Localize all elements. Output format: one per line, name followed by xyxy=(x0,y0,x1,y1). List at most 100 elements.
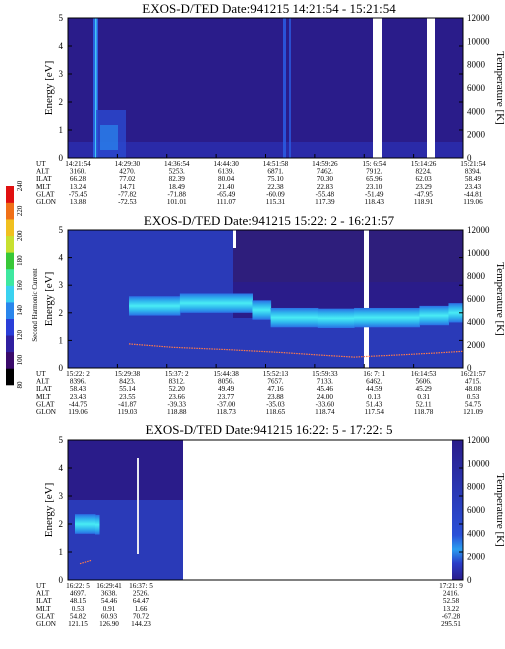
table-cell: 22.83 xyxy=(317,183,334,191)
table-cell: 2526. xyxy=(133,590,149,598)
table-cell: 47.16 xyxy=(267,385,284,393)
table-cell: 15:22: 2 xyxy=(66,370,90,378)
table-cell: 118.65 xyxy=(266,408,286,416)
y2tick-label: 8000 xyxy=(467,60,486,70)
panel-1-gap-1 xyxy=(373,18,382,158)
table-cell: 23.43 xyxy=(465,183,482,191)
table-cell: 54.82 xyxy=(70,612,87,620)
panel-3-y2label: Temperature [K] xyxy=(494,473,505,546)
table-cell: 16:29:41 xyxy=(96,582,122,590)
table-cell: 117.54 xyxy=(365,408,385,416)
ytick-label: 0 xyxy=(59,363,64,373)
table-cell: 58.49 xyxy=(465,175,482,183)
table-cell: 48.15 xyxy=(70,597,87,605)
panel-1-title: EXOS-D/TED Date:941215 14:21:54 - 15:21:… xyxy=(142,1,396,16)
y2tick-label: 8000 xyxy=(467,271,486,281)
colorbar-tick-label: 80 xyxy=(16,381,24,389)
panel-2: EXOS-D/TED Date:941215 15:22: 2 - 16:21:… xyxy=(36,213,505,416)
panel-1-yticks: 0 1 2 3 4 5 xyxy=(59,13,464,163)
panel-1-y2ticks: 0 2000 4000 6000 8000 10000 12000 xyxy=(467,13,490,163)
panel-2-gap-top xyxy=(233,230,236,248)
table-cell: 14:29:30 xyxy=(115,160,141,168)
table-cell: 15:59:33 xyxy=(312,370,338,378)
table-cell: 14:36:54 xyxy=(164,160,190,168)
ytick-label: 0 xyxy=(59,575,64,585)
table-cell: 4697. xyxy=(70,590,86,598)
panel-1-y2label: Temperature [K] xyxy=(494,51,505,124)
table-row-label: MLT xyxy=(36,605,51,613)
panel-2-gap xyxy=(364,230,369,368)
table-cell: 3638. xyxy=(101,590,117,598)
colorbar-block xyxy=(6,219,14,237)
table-cell: 13.24 xyxy=(70,183,87,191)
band-segment xyxy=(270,307,319,328)
table-cell: 23.88 xyxy=(267,393,284,401)
table-cell: 7912. xyxy=(366,168,382,176)
table-cell: -75.45 xyxy=(69,190,88,198)
table-cell: 60.93 xyxy=(101,612,118,620)
table-cell: 119.06 xyxy=(68,408,88,416)
colorbar-tick-label: 100 xyxy=(16,354,24,365)
y2tick-label: 2000 xyxy=(467,130,486,140)
table-cell: 52.20 xyxy=(169,385,186,393)
y2tick-label: 4000 xyxy=(467,528,486,538)
table-cell: 48.08 xyxy=(465,385,482,393)
band-segment xyxy=(448,303,464,323)
table-cell: 14:59:26 xyxy=(312,160,338,168)
table-row-label: GLON xyxy=(36,198,57,206)
table-row-label: GLON xyxy=(36,620,57,628)
table-cell: 52.11 xyxy=(416,400,432,408)
table-cell: 117.39 xyxy=(315,198,335,206)
panel-1-spike-c xyxy=(289,18,291,158)
table-cell: 7657. xyxy=(267,378,283,386)
table-row-label: MLT xyxy=(36,393,51,401)
table-cell: 58.43 xyxy=(70,385,87,393)
panel-3-temperature-trace xyxy=(79,559,93,565)
table-cell: 118.88 xyxy=(167,408,187,416)
panel-3-ylabel: Energy [eV] xyxy=(43,483,55,537)
ytick-label: 0 xyxy=(59,153,64,163)
table-cell: 118.78 xyxy=(414,408,434,416)
table-cell: 0.53 xyxy=(72,605,85,613)
colorbar-block xyxy=(6,285,14,303)
table-cell: 5253. xyxy=(169,168,185,176)
band-segment xyxy=(129,296,181,316)
panel-3-frame xyxy=(67,439,464,581)
table-cell: -60.09 xyxy=(266,190,285,198)
table-cell: -44.75 xyxy=(69,400,88,408)
colorbar-blocks xyxy=(6,186,14,386)
y2tick-label: 2000 xyxy=(467,552,486,562)
table-cell: 4270. xyxy=(119,168,135,176)
table-cell: 17:21: 9 xyxy=(439,582,463,590)
colorbar-block xyxy=(6,302,14,319)
panel-3-temp-bar xyxy=(452,440,463,580)
table-cell: 8224. xyxy=(416,168,432,176)
table-cell: 62.03 xyxy=(416,175,433,183)
colorbar-block xyxy=(6,368,14,386)
y2tick-label: 12000 xyxy=(467,435,490,445)
table-cell: 126.90 xyxy=(99,620,119,628)
colorbar-block xyxy=(6,351,14,369)
table-cell: 111.07 xyxy=(217,198,237,206)
y2tick-label: 2000 xyxy=(467,340,486,350)
table-cell: 18.49 xyxy=(169,183,186,191)
table-cell: 0.91 xyxy=(103,605,116,613)
y2tick-label: 12000 xyxy=(467,225,490,235)
table-cell: -67.28 xyxy=(442,612,461,620)
band-segment xyxy=(95,514,100,535)
colorbar-block xyxy=(6,252,14,270)
table-cell: 295.51 xyxy=(441,620,461,628)
table-cell: 16:37: 5 xyxy=(129,582,153,590)
table-cell: 118.74 xyxy=(315,408,335,416)
table-cell: 16:14:53 xyxy=(411,370,437,378)
table-cell: 118.91 xyxy=(414,198,434,206)
ytick-label: 1 xyxy=(59,547,64,557)
table-cell: 15:44:38 xyxy=(213,370,239,378)
table-cell: 0.31 xyxy=(417,393,430,401)
table-cell: 2416. xyxy=(443,590,459,598)
y2tick-label: 0 xyxy=(467,153,472,163)
table-cell: 6871. xyxy=(267,168,283,176)
table-cell: -35.03 xyxy=(266,400,285,408)
